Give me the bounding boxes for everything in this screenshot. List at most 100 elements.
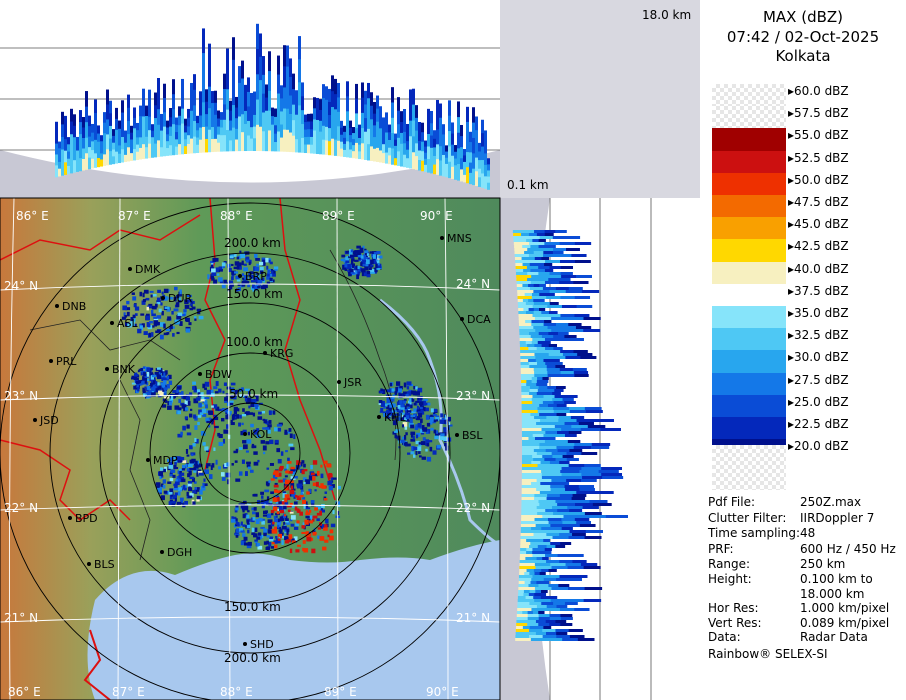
city-label: DMK	[135, 263, 161, 276]
lat-label-right-4: 21° N	[456, 611, 490, 625]
legend-label: ▸27.5 dBZ	[788, 372, 849, 387]
info-value: 0.089 km/pixel	[800, 616, 890, 630]
info-value: 250Z.max	[800, 495, 862, 509]
info-value: 250 km	[800, 557, 846, 571]
legend-swatch	[712, 350, 786, 374]
city-marker	[263, 351, 267, 355]
city-marker	[243, 642, 247, 646]
credit: Rainbow® SELEX-SI	[708, 647, 828, 661]
city-label: MDP	[153, 454, 178, 467]
info-key: Time sampling:	[708, 526, 801, 540]
city-label: BNK	[112, 363, 136, 376]
city-marker	[161, 296, 165, 300]
ring-label-200-bottom: 200.0 km	[224, 651, 281, 665]
legend-swatch	[712, 372, 786, 396]
lat-label-left-1: 24° N	[4, 279, 38, 293]
lon-label-top-2: 87° E	[118, 209, 151, 223]
range-rings	[0, 202, 500, 700]
city-label: ASL	[117, 317, 139, 330]
city-marker	[110, 321, 114, 325]
legend-label: ▸47.5 dBZ	[788, 195, 849, 209]
city-marker	[198, 372, 202, 376]
bottom-height-label: 0.1 km	[507, 178, 549, 192]
city-marker	[146, 458, 150, 462]
top-cross-section	[0, 0, 500, 198]
lat-label-right-3: 22° N	[456, 501, 490, 515]
legend-swatch	[712, 261, 786, 285]
legend-label: ▸20.0 dBZ	[788, 439, 849, 454]
legend-swatch	[712, 217, 786, 241]
lon-label-bottom-1: 86° E	[8, 685, 41, 699]
legend-swatch	[712, 106, 786, 130]
city-marker	[49, 359, 53, 363]
lat-label-left-3: 22° N	[4, 501, 38, 515]
ring-label-150-top: 150.0 km	[226, 287, 283, 301]
legend-label: ▸57.5 dBZ	[788, 106, 849, 121]
legend-swatch	[712, 128, 786, 152]
city-label: JSR	[343, 376, 362, 389]
city-marker	[337, 380, 341, 384]
city-label: DNB	[62, 300, 86, 313]
sea	[87, 540, 500, 700]
city-label: PRL	[56, 355, 77, 368]
city-label: BRP	[245, 270, 267, 283]
info-value: 600 Hz / 450 Hz	[800, 542, 896, 556]
city-label: BPD	[75, 512, 98, 525]
city-label: BLS	[94, 558, 115, 571]
legend-label: ▸25.0 dBZ	[788, 394, 849, 409]
legend-swatch	[712, 306, 786, 329]
city-label: KHL	[384, 411, 406, 424]
legend-label: ▸35.0 dBZ	[788, 306, 849, 320]
legend-label: ▸32.5 dBZ	[788, 328, 849, 343]
city-marker	[243, 432, 247, 436]
info-key: Clutter Filter:	[708, 511, 787, 525]
city-marker	[105, 367, 109, 371]
city-marker	[238, 274, 242, 278]
legend-swatch	[712, 417, 786, 440]
datetime: 07:42 / 02-Oct-2025	[726, 28, 880, 46]
lon-label-top-1: 86° E	[16, 209, 49, 223]
city-label: MNS	[447, 232, 472, 245]
city-marker	[460, 317, 464, 321]
info-value: IIRDoppler 7	[800, 511, 875, 525]
lon-label-bottom-5: 90° E	[426, 685, 459, 699]
city-label: BSL	[462, 429, 483, 442]
top-height-label: 18.0 km	[642, 8, 692, 22]
radar-map	[0, 198, 500, 700]
legend-swatch	[712, 283, 786, 307]
info-value: 18.000 km	[800, 587, 865, 601]
lon-label-top-3: 88° E	[220, 209, 253, 223]
city-marker	[160, 550, 164, 554]
info-key: Hor Res:	[708, 601, 759, 615]
city-marker	[455, 433, 459, 437]
info-key: PRF:	[708, 542, 734, 556]
right-cross-section	[500, 198, 700, 700]
legend-swatch	[712, 394, 786, 418]
legend-label: ▸40.0 dBZ	[788, 261, 849, 276]
legend-swatch	[712, 84, 786, 107]
legend-swatch-blank	[712, 445, 786, 490]
city-label: BDW	[205, 368, 232, 381]
station-name: Kolkata	[775, 47, 831, 65]
lon-label-bottom-4: 89° E	[324, 685, 357, 699]
city-label: JSD	[39, 414, 59, 427]
legend-label: ▸55.0 dBZ	[788, 128, 849, 143]
info-value: 1.000 km/pixel	[800, 601, 890, 615]
legend-label: ▸60.0 dBZ	[788, 84, 849, 98]
city-marker	[87, 562, 91, 566]
info-value: Radar Data	[800, 630, 868, 644]
city-label: DGH	[167, 546, 192, 559]
legend-label: ▸45.0 dBZ	[788, 217, 849, 232]
ring-label-100: 100.0 km	[226, 335, 283, 349]
city-marker	[55, 304, 59, 308]
city-label: DCA	[467, 313, 491, 326]
lat-label-left-2: 23° N	[4, 389, 38, 403]
lat-label-left-4: 21° N	[4, 611, 38, 625]
city-marker	[440, 236, 444, 240]
city-label: SHD	[250, 638, 274, 651]
legend-label: ▸22.5 dBZ	[788, 417, 849, 431]
legend-swatch	[712, 150, 786, 174]
info-value: 48	[800, 526, 816, 540]
lat-label-right-1: 24° N	[456, 277, 490, 291]
